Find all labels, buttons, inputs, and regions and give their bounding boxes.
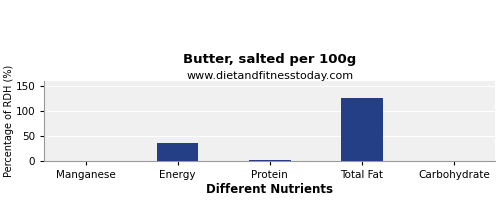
- Title: www.dietandfitnesstoday.com: www.dietandfitnesstoday.com: [186, 71, 354, 81]
- Bar: [157, 143, 198, 161]
- X-axis label: Different Nutrients: Different Nutrients: [206, 183, 334, 196]
- Text: Butter, salted per 100g: Butter, salted per 100g: [183, 53, 356, 66]
- Y-axis label: Percentage of RDH (%): Percentage of RDH (%): [4, 65, 14, 177]
- Bar: [249, 160, 290, 161]
- Bar: [342, 98, 382, 161]
